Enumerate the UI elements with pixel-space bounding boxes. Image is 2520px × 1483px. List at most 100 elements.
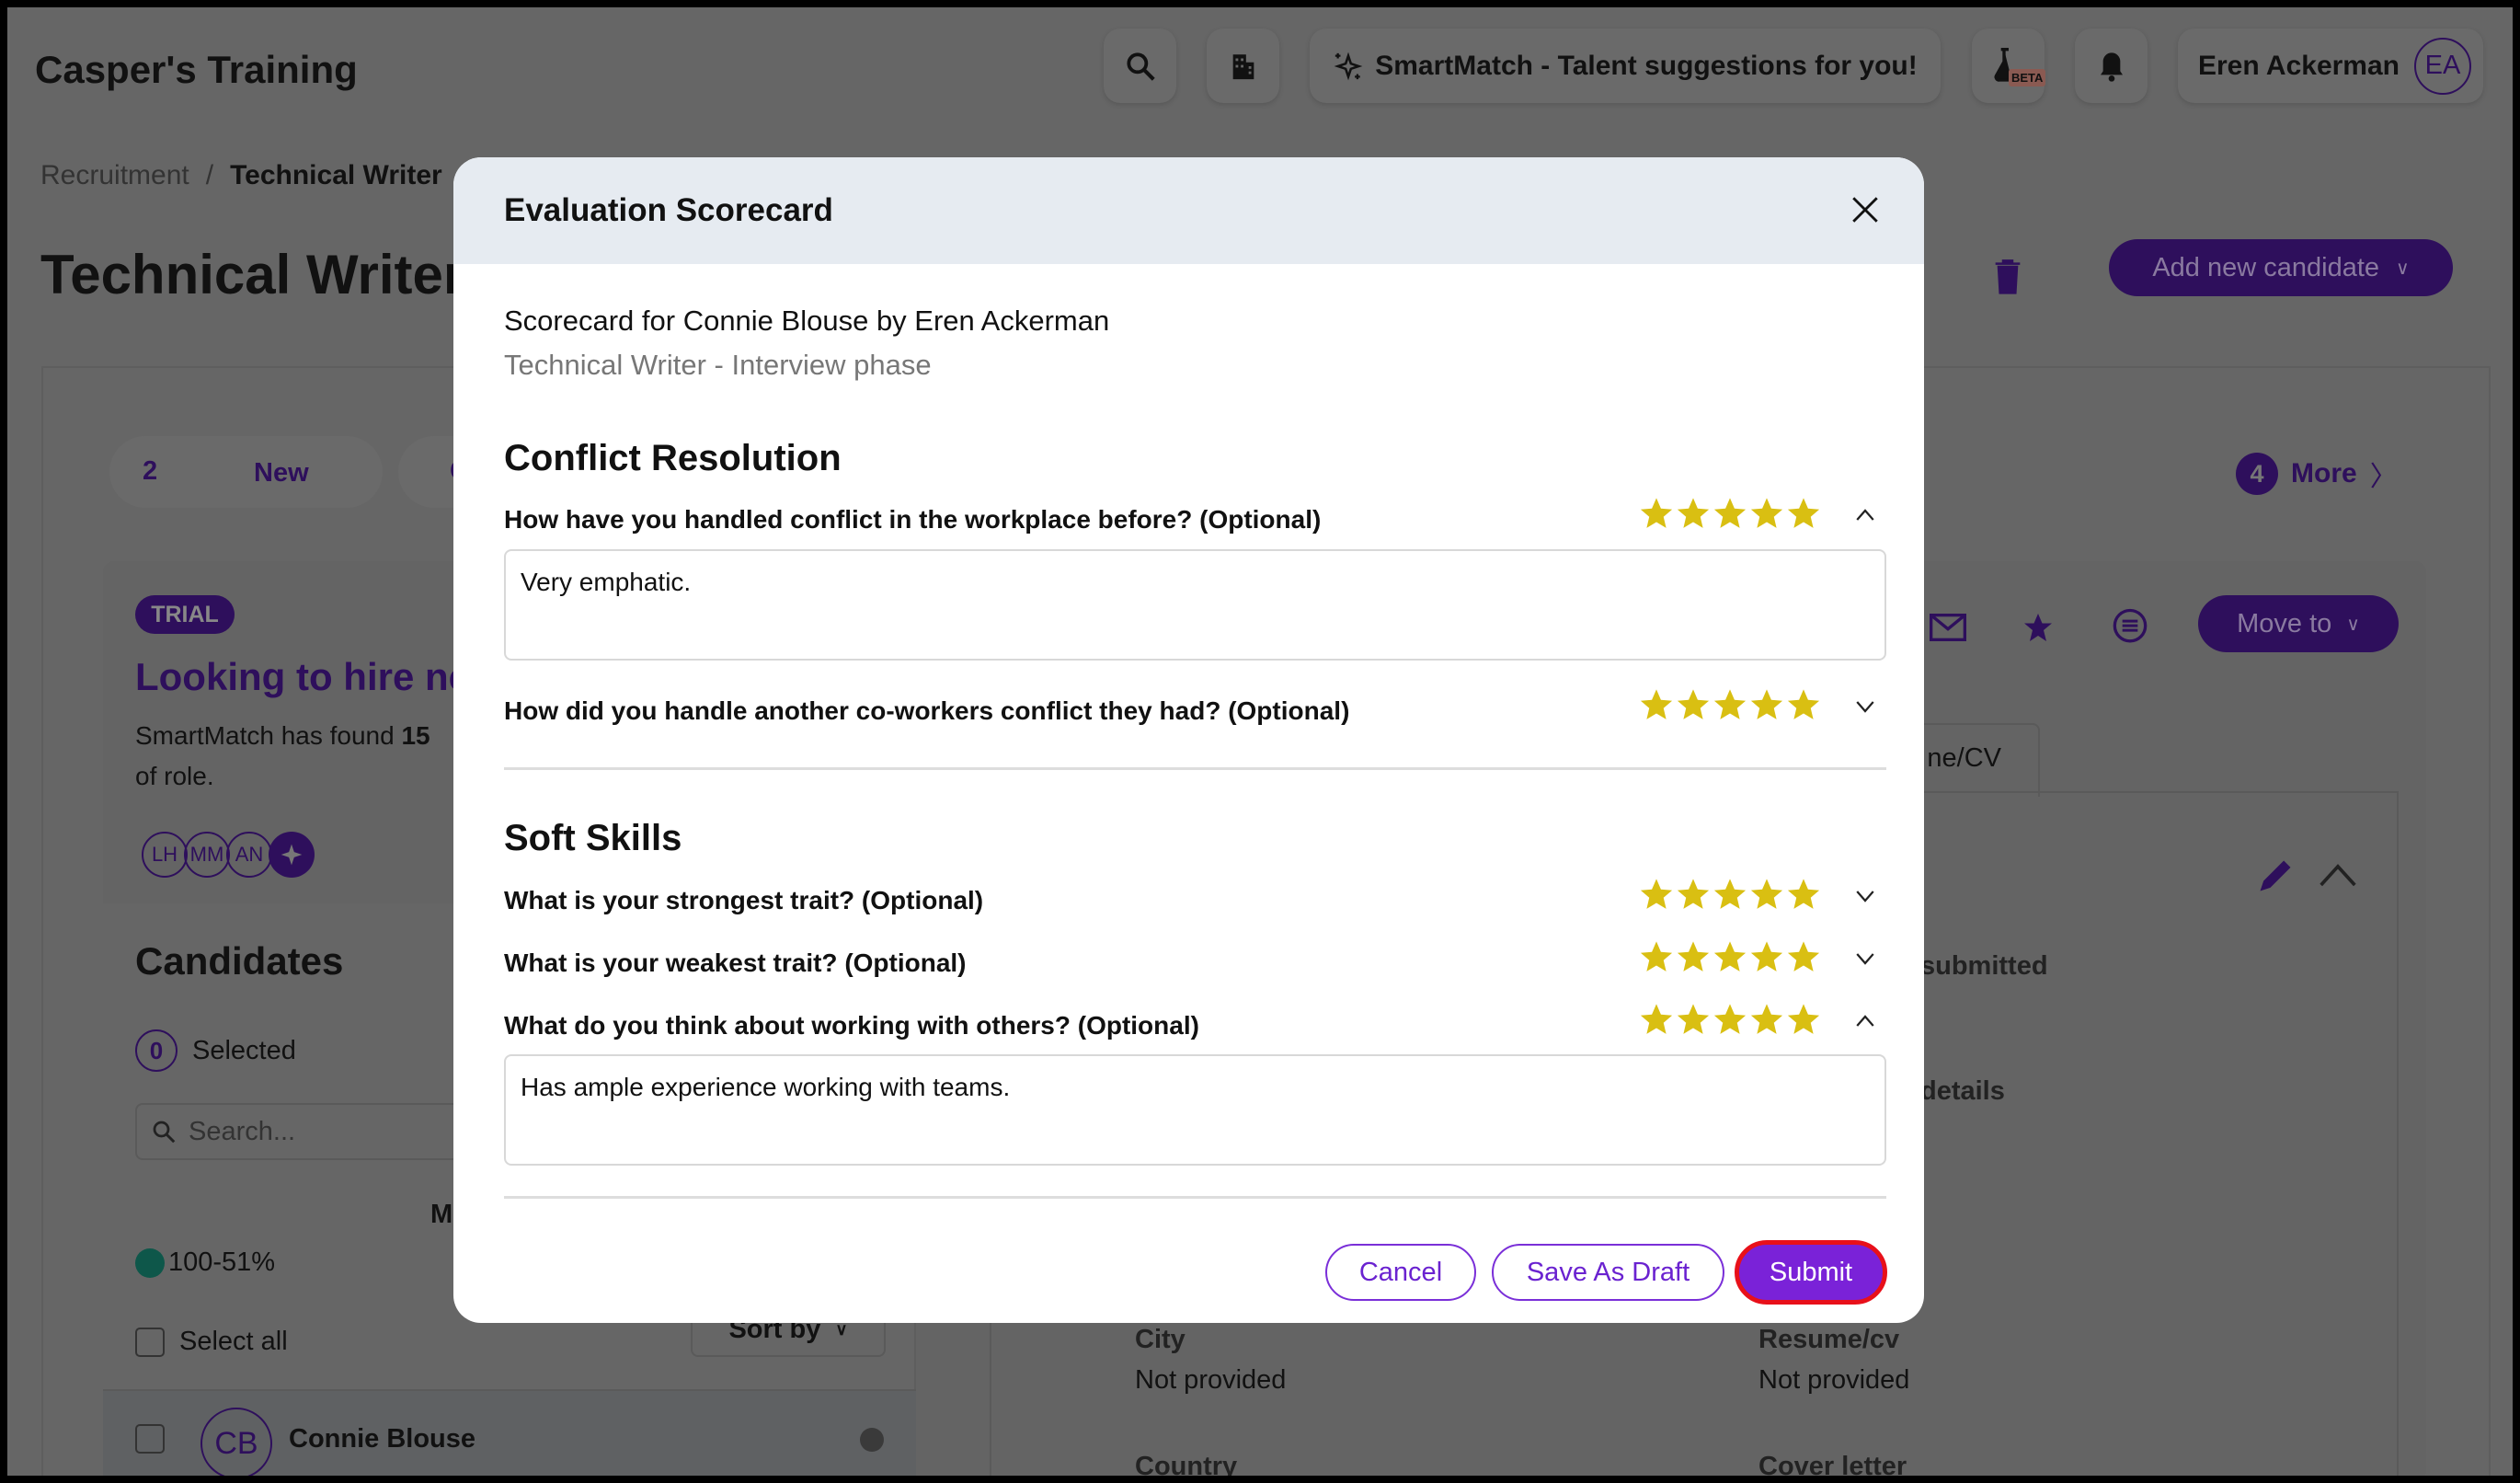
- chevron-down-icon[interactable]: [1851, 693, 1879, 720]
- add-candidate-label: Add new candidate: [2152, 252, 2380, 282]
- evaluation-scorecard-modal: Evaluation Scorecard Scorecard for Conni…: [453, 157, 1924, 1323]
- select-all[interactable]: Select all: [135, 1327, 288, 1357]
- submitted-label: submitted: [1920, 951, 2048, 981]
- avatar: LH: [142, 832, 188, 878]
- smartmatch-button[interactable]: SmartMatch - Talent suggestions for you!: [1310, 29, 1941, 103]
- user-menu[interactable]: Eren Ackerman EA: [2178, 29, 2483, 103]
- page-background: Casper's Training SmartMatch - Talent su…: [7, 7, 2513, 1476]
- star-icon[interactable]: [1786, 939, 1821, 974]
- building-icon: [1232, 53, 1254, 79]
- star-icon[interactable]: [1712, 1002, 1747, 1037]
- answer-textarea[interactable]: Has ample experience working with teams.: [504, 1054, 1886, 1166]
- stage-label: New: [254, 458, 309, 488]
- star-icon[interactable]: [1639, 1002, 1674, 1037]
- stage-pill-new[interactable]: 2 New: [109, 436, 383, 508]
- candidate-row[interactable]: CB Connie Blouse: [103, 1389, 916, 1476]
- cancel-button[interactable]: Cancel: [1325, 1244, 1476, 1301]
- summary-text: SmartMatch has found: [135, 721, 402, 750]
- star-icon[interactable]: [1749, 877, 1784, 912]
- star-icon[interactable]: [1676, 877, 1711, 912]
- star-rating[interactable]: [1639, 939, 1821, 974]
- save-draft-button[interactable]: Save As Draft: [1492, 1244, 1724, 1301]
- trash-icon[interactable]: [1992, 258, 2023, 294]
- star-icon[interactable]: [1749, 1002, 1784, 1037]
- chevron-down-icon: ∨: [2396, 258, 2410, 279]
- star-icon[interactable]: [1749, 939, 1784, 974]
- user-name: Eren Ackerman: [2198, 50, 2400, 81]
- star-icon[interactable]: [1639, 496, 1674, 531]
- rating-star-icon[interactable]: [2022, 611, 2055, 644]
- chevron-up-icon[interactable]: [2318, 861, 2358, 889]
- candidate-avatar: CB: [200, 1408, 272, 1476]
- pencil-icon[interactable]: [2255, 856, 2296, 896]
- star-icon[interactable]: [1749, 687, 1784, 722]
- star-rating[interactable]: [1639, 877, 1821, 912]
- star-icon[interactable]: [1639, 939, 1674, 974]
- more-label: More: [2291, 458, 2357, 489]
- country-label: Country: [1135, 1452, 1238, 1476]
- star-icon[interactable]: [1786, 1002, 1821, 1037]
- card-title: Looking to hire ne: [135, 655, 470, 698]
- star-icon[interactable]: [1639, 877, 1674, 912]
- bell-icon: [2100, 52, 2123, 82]
- select-all-checkbox[interactable]: [135, 1327, 165, 1357]
- question-label[interactable]: What is your weakest trait? (Optional): [504, 948, 967, 977]
- star-icon[interactable]: [1676, 496, 1711, 531]
- answer-textarea[interactable]: Very emphatic.: [504, 549, 1886, 661]
- breadcrumb-recruitment[interactable]: Recruitment: [40, 160, 189, 190]
- question-label[interactable]: How did you handle another co-workers co…: [504, 696, 1350, 725]
- avatar-group: LH MM AN: [142, 832, 315, 878]
- chevron-up-icon[interactable]: [1851, 501, 1879, 529]
- star-icon[interactable]: [1676, 1002, 1711, 1037]
- beta-badge: BETA: [2009, 69, 2046, 86]
- star-rating[interactable]: [1639, 687, 1821, 722]
- modal-title: Evaluation Scorecard: [504, 192, 833, 228]
- close-icon[interactable]: [1850, 194, 1881, 225]
- match-dot-green: [135, 1247, 165, 1278]
- summary-count: 15: [401, 721, 430, 750]
- star-icon[interactable]: [1712, 687, 1747, 722]
- chevron-down-icon[interactable]: [1851, 882, 1879, 910]
- notifications-button[interactable]: [2075, 29, 2148, 103]
- star-icon[interactable]: [1676, 939, 1711, 974]
- add-candidate-button[interactable]: Add new candidate ∨: [2109, 239, 2453, 296]
- question-label[interactable]: What do you think about working with oth…: [504, 1011, 1199, 1040]
- star-icon[interactable]: [1639, 687, 1674, 722]
- star-icon[interactable]: [1786, 877, 1821, 912]
- chevron-up-icon[interactable]: [1851, 1007, 1879, 1035]
- comment-icon[interactable]: [2112, 607, 2148, 646]
- stage-count: 2: [143, 456, 158, 486]
- star-icon[interactable]: [1786, 687, 1821, 722]
- resume-value: Not provided: [1758, 1365, 1910, 1395]
- candidate-checkbox[interactable]: [135, 1424, 165, 1454]
- question-label[interactable]: What is your strongest trait? (Optional): [504, 886, 984, 914]
- breadcrumb-current: Technical Writer: [230, 160, 442, 190]
- search-button[interactable]: [1104, 29, 1176, 103]
- match-legend-label: 100-51%: [168, 1247, 276, 1277]
- chevron-right-icon: 〉: [2369, 462, 2398, 492]
- mail-icon[interactable]: [1930, 613, 1966, 642]
- star-icon[interactable]: [1712, 877, 1747, 912]
- star-icon[interactable]: [1786, 496, 1821, 531]
- star-rating[interactable]: [1639, 1002, 1821, 1037]
- section-title: Soft Skills: [504, 818, 682, 858]
- selected-counter: 0 Selected: [135, 1029, 296, 1072]
- chevron-down-icon[interactable]: [1851, 945, 1879, 972]
- beta-labs-button[interactable]: BETA: [1972, 29, 2046, 103]
- match-column-header: M: [430, 1200, 453, 1229]
- more-stages-button[interactable]: 4 More 〉: [2236, 453, 2398, 495]
- move-to-button[interactable]: Move to ∨: [2198, 595, 2399, 652]
- question-label[interactable]: How have you handled conflict in the wor…: [504, 505, 1322, 534]
- star-icon[interactable]: [1712, 939, 1747, 974]
- star-icon[interactable]: [1676, 687, 1711, 722]
- submit-button[interactable]: Submit: [1735, 1240, 1887, 1305]
- star-rating[interactable]: [1639, 496, 1821, 531]
- scorecard-phase: Technical Writer - Interview phase: [504, 349, 932, 381]
- remove-icon[interactable]: [860, 1428, 884, 1452]
- modal-header: Evaluation Scorecard: [453, 157, 1924, 264]
- city-label: City: [1135, 1325, 1186, 1354]
- avatar: AN: [226, 832, 272, 878]
- star-icon[interactable]: [1712, 496, 1747, 531]
- star-icon[interactable]: [1749, 496, 1784, 531]
- company-button[interactable]: [1207, 29, 1279, 103]
